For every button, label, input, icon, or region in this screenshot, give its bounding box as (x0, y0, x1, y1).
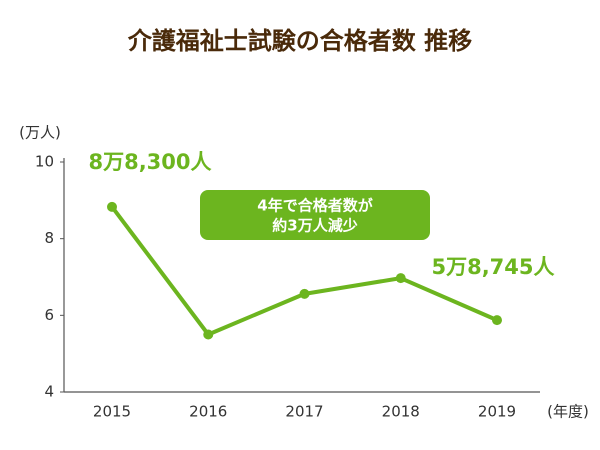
point (395, 273, 406, 284)
callout-text: 約3万人減少 (272, 217, 357, 235)
y-tick-label: 6 (44, 306, 54, 324)
x-axis-label: (年度) (547, 403, 589, 421)
x-tick-label: 2016 (189, 403, 227, 421)
x-tick-label: 2015 (93, 403, 131, 421)
x-tick-label: 2017 (285, 403, 323, 421)
callout-box (200, 190, 430, 240)
y-tick-label: 10 (35, 153, 54, 171)
point (492, 315, 502, 326)
y-tick-label: 8 (44, 229, 54, 247)
value-label: 5万8,745人 (431, 255, 554, 279)
x-tick-label: 2019 (478, 403, 516, 421)
point (107, 201, 117, 212)
callout-text: 4年で合格者数が (257, 197, 373, 215)
chart-title: 介護福祉士試験の合格者数 推移 (127, 27, 472, 55)
value-label: 8万8,300人 (88, 150, 211, 174)
y-axis-label: (万人) (19, 124, 61, 142)
y-tick-label: 4 (44, 383, 54, 401)
point (299, 288, 310, 299)
x-tick-label: 2018 (382, 403, 420, 421)
point (203, 329, 214, 340)
